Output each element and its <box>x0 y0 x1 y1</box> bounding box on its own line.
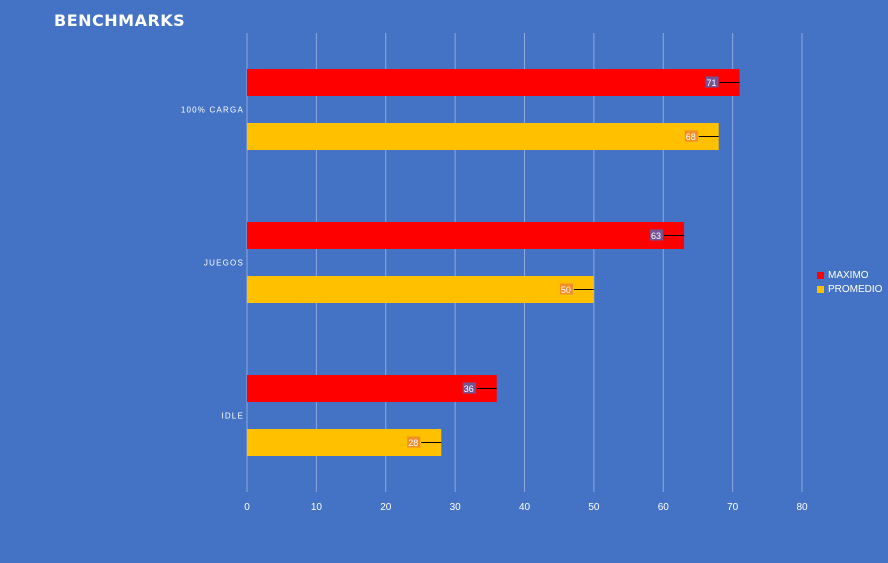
data-label-background <box>407 436 421 448</box>
bar <box>247 222 685 249</box>
x-tick-label: 40 <box>519 502 531 513</box>
bar <box>247 69 740 96</box>
data-label: 63 <box>651 231 661 241</box>
data-label-background <box>462 382 476 394</box>
bar <box>247 276 594 303</box>
legend-swatch-promedio <box>817 285 824 293</box>
chart-title: BENCHMARKS <box>54 11 186 30</box>
data-label: 71 <box>707 78 717 88</box>
data-label: 50 <box>561 285 571 295</box>
x-tick-label: 70 <box>727 502 739 513</box>
category-label: IDLE <box>221 412 244 421</box>
x-tick-label: 30 <box>450 502 462 513</box>
x-tick-label: 20 <box>380 502 392 513</box>
legend-label-promedio: PROMEDIO <box>828 283 883 295</box>
x-tick-label: 10 <box>311 502 323 513</box>
x-tick-label: 0 <box>244 502 250 513</box>
category-label: JUEGOS <box>204 259 244 268</box>
data-label-background <box>705 76 719 88</box>
data-label-background <box>684 130 698 142</box>
chart-legend: MAXIMO PROMEDIO <box>817 268 882 296</box>
data-label-background <box>650 229 664 241</box>
data-label: 68 <box>686 132 696 142</box>
bar <box>247 375 497 402</box>
legend-swatch-maximo <box>817 271 824 279</box>
data-label: 36 <box>464 384 474 394</box>
data-label-background <box>559 283 573 295</box>
x-tick-label: 60 <box>658 502 670 513</box>
legend-label-maximo: MAXIMO <box>828 269 869 281</box>
legend-item-promedio: PROMEDIO <box>817 282 882 296</box>
legend-item-maximo: MAXIMO <box>817 268 882 282</box>
category-label: 100% CARGA <box>181 106 244 115</box>
data-label: 28 <box>408 438 418 448</box>
x-tick-label: 50 <box>588 502 600 513</box>
x-tick-label: 80 <box>796 502 808 513</box>
bar <box>247 123 719 150</box>
